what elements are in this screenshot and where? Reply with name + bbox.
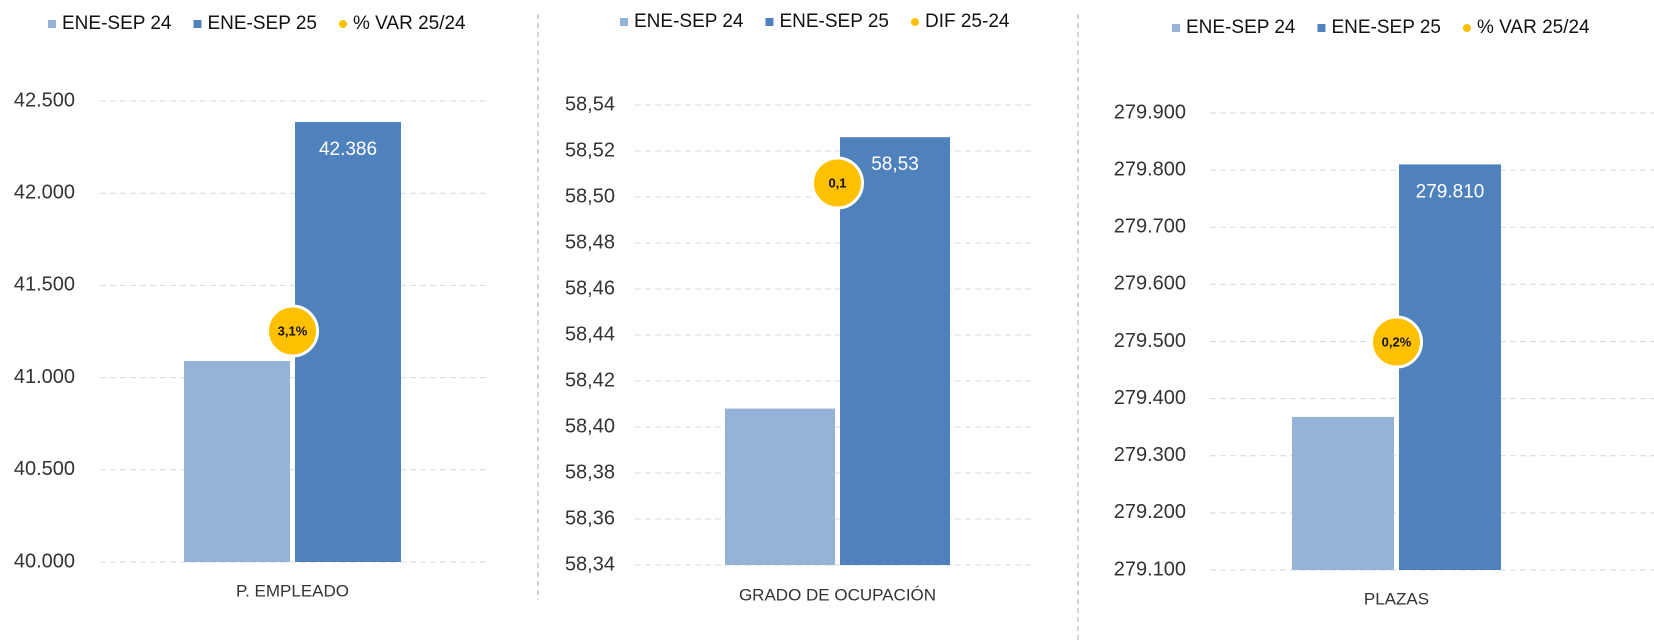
y-tick-label: 42.500 (14, 89, 75, 111)
data-label: 279.810 (1416, 181, 1485, 202)
y-tick-label: 58,40 (565, 415, 615, 437)
y-tick-label: 279.800 (1114, 158, 1186, 180)
legend-label: ENE-SEP 24 (1186, 17, 1296, 38)
marker (1370, 315, 1423, 369)
y-tick-label: 58,46 (565, 277, 615, 299)
marker-label: 3,1% (278, 323, 308, 338)
data-label: 42.386 (319, 139, 377, 160)
y-tick-label: 58,34 (565, 553, 615, 575)
y-tick-label: 40.000 (14, 550, 75, 572)
y-tick-label: 58,50 (565, 185, 615, 207)
y-tick-label: 58,52 (565, 139, 615, 161)
y-tick-label: 279.900 (1114, 101, 1186, 123)
y-tick-label: 279.500 (1114, 330, 1186, 352)
data-label: 58,53 (871, 154, 919, 175)
legend-label: ENE-SEP 25 (779, 11, 888, 32)
marker-label: 0,1 (828, 175, 846, 190)
legend-label: DIF 25-24 (925, 11, 1010, 32)
bar (184, 361, 290, 562)
legend-label: ENE-SEP 25 (207, 13, 316, 34)
legend-label: % VAR 25/24 (1477, 17, 1590, 38)
legend-marker (338, 20, 347, 28)
x-tick-label: PLAZAS (1364, 589, 1429, 608)
legend-marker (193, 20, 202, 28)
y-tick-label: 41.000 (14, 366, 75, 388)
marker-label: 0,2% (1382, 334, 1412, 349)
legend-marker (620, 18, 628, 26)
bar (725, 408, 835, 565)
bar (840, 137, 950, 565)
x-tick-label: P. EMPLEADO (236, 581, 349, 600)
legend-label: ENE-SEP 24 (634, 11, 744, 32)
bar (1292, 416, 1394, 570)
y-tick-label: 41.500 (14, 274, 75, 296)
y-tick-label: 40.500 (14, 458, 75, 480)
y-tick-label: 42.000 (14, 181, 75, 203)
y-tick-label: 58,48 (565, 231, 615, 253)
legend-label: % VAR 25/24 (353, 13, 466, 34)
y-tick-label: 279.300 (1114, 444, 1186, 466)
legend-marker (1172, 24, 1180, 32)
y-tick-label: 58,44 (565, 323, 615, 345)
legend-marker (910, 18, 919, 26)
legend-marker (765, 18, 774, 26)
marker (811, 156, 864, 210)
bar (1399, 164, 1501, 570)
legend-label: ENE-SEP 24 (62, 13, 172, 34)
legend-marker (1317, 24, 1326, 32)
y-tick-label: 279.600 (1114, 273, 1186, 295)
legend-label: ENE-SEP 25 (1331, 17, 1440, 38)
y-tick-label: 279.100 (1114, 558, 1186, 580)
legend-marker (48, 20, 56, 28)
y-tick-label: 58,36 (565, 507, 615, 529)
y-tick-label: 279.200 (1114, 501, 1186, 523)
legend-marker (1462, 24, 1471, 32)
x-tick-label: GRADO DE OCUPACIÓN (739, 585, 936, 604)
y-tick-label: 58,54 (565, 93, 615, 115)
y-tick-label: 58,42 (565, 369, 615, 391)
y-tick-label: 279.400 (1114, 387, 1186, 409)
y-tick-label: 279.700 (1114, 216, 1186, 238)
marker (266, 304, 319, 358)
y-tick-label: 58,38 (565, 461, 615, 483)
